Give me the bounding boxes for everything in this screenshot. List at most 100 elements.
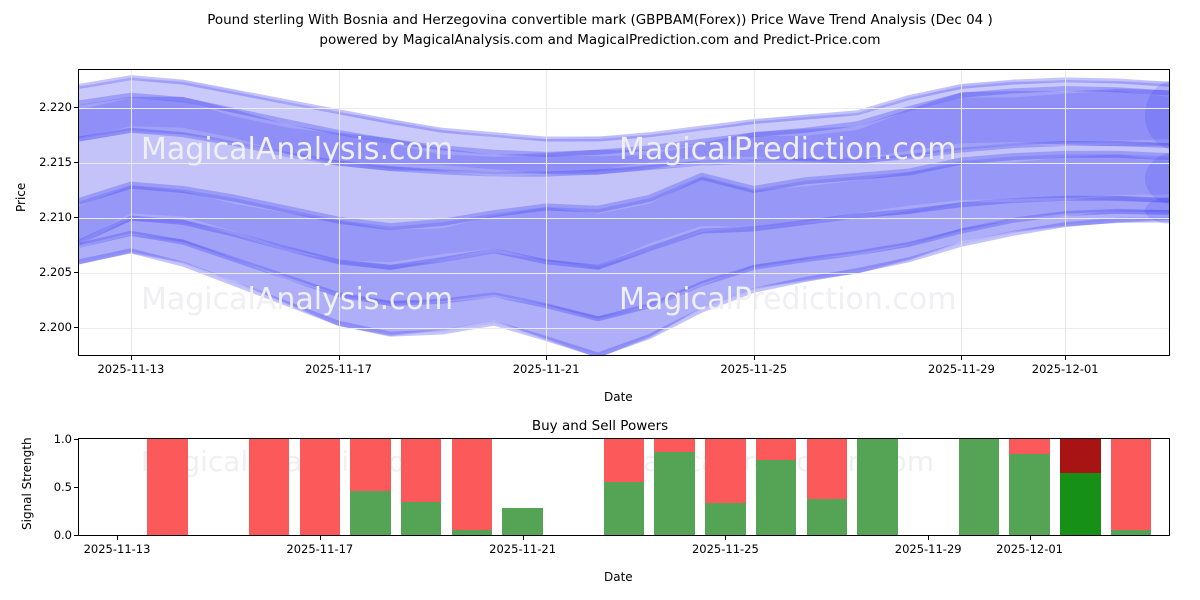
signal-bar bbox=[857, 439, 898, 535]
price-x-tick-label: 2025-11-17 bbox=[305, 362, 372, 376]
price-y-tick-label: 2.205 bbox=[39, 264, 72, 279]
price-y-tick-label: 2.200 bbox=[39, 319, 72, 334]
signal-y-tick-label: 0.5 bbox=[53, 480, 72, 494]
buy-power-segment bbox=[958, 439, 1000, 535]
sell-power-segment bbox=[755, 439, 797, 461]
buy-power-segment bbox=[451, 530, 493, 535]
price-gridline-v bbox=[961, 70, 963, 355]
signal-bar bbox=[248, 439, 290, 535]
signal-y-tick-label: 1.0 bbox=[53, 432, 72, 446]
signal-bar bbox=[654, 439, 695, 535]
wave-band bbox=[79, 133, 1169, 271]
price-gridline-h bbox=[79, 217, 1169, 219]
signal-bar bbox=[1060, 439, 1101, 535]
signal-x-tick-mark bbox=[522, 536, 524, 540]
wave-band bbox=[79, 77, 1169, 175]
buy-power-segment bbox=[1110, 530, 1152, 535]
sell-power-segment bbox=[806, 439, 848, 499]
price-y-tick-label: 2.210 bbox=[39, 209, 72, 224]
signal-x-tick-label: 2025-11-17 bbox=[286, 542, 354, 556]
signal-bar bbox=[603, 439, 645, 535]
signal-x-tick-label: 2025-11-29 bbox=[894, 542, 962, 556]
price-y-tick-mark bbox=[74, 107, 78, 109]
page-title-line-2: powered by MagicalAnalysis.com and Magic… bbox=[319, 32, 881, 48]
signal-x-tick-label: 2025-12-01 bbox=[996, 542, 1063, 556]
wave-strand bbox=[79, 86, 1169, 157]
price-gridline-v bbox=[130, 70, 132, 355]
signal-bar bbox=[705, 439, 746, 535]
signal-bar bbox=[299, 439, 341, 535]
price-x-tick-mark bbox=[961, 356, 963, 360]
wave-strand bbox=[79, 150, 1169, 231]
price-x-tick-mark bbox=[546, 356, 548, 360]
price-x-tick-mark bbox=[1065, 356, 1067, 360]
sell-power-segment bbox=[705, 439, 746, 504]
chart-title-block: Pound sterling With Bosnia and Herzegovi… bbox=[0, 10, 1200, 50]
signal-x-tick-label: 2025-11-25 bbox=[691, 542, 759, 556]
signal-y-axis-label: Signal Strength bbox=[20, 437, 34, 530]
sell-power-segment bbox=[1110, 439, 1152, 531]
sell-power-segment bbox=[654, 439, 695, 453]
wave-strand bbox=[79, 127, 1169, 177]
buy-power-segment bbox=[603, 482, 645, 535]
wave-strand bbox=[79, 75, 1169, 142]
signal-bar bbox=[350, 439, 391, 535]
price-y-tick-mark bbox=[74, 326, 78, 328]
price-y-tick-mark bbox=[74, 271, 78, 273]
buy-power-segment bbox=[705, 503, 746, 535]
wave-end-cap bbox=[1145, 80, 1169, 149]
buy-power-segment bbox=[1060, 472, 1101, 535]
buy-power-segment bbox=[755, 460, 797, 535]
signal-y-tick-mark bbox=[74, 487, 78, 488]
price-y-axis-label: Price bbox=[14, 182, 28, 212]
sell-power-segment bbox=[147, 439, 188, 535]
price-x-tick-label: 2025-11-13 bbox=[97, 362, 165, 376]
signal-bar bbox=[1009, 439, 1050, 535]
signal-bar bbox=[502, 439, 543, 535]
sell-power-segment bbox=[400, 439, 442, 503]
signal-y-tick-mark bbox=[74, 439, 78, 440]
wave-band bbox=[79, 196, 1169, 355]
buy-power-segment bbox=[400, 502, 442, 535]
signal-bar bbox=[147, 439, 188, 535]
wave-strand bbox=[79, 195, 1169, 270]
sell-power-segment bbox=[1060, 439, 1101, 473]
signal-x-tick-label: 2025-11-13 bbox=[83, 542, 151, 556]
buy-power-segment bbox=[350, 490, 391, 535]
wave-band bbox=[79, 154, 1169, 268]
price-wave-bands bbox=[79, 75, 1169, 355]
wave-strand bbox=[79, 217, 1169, 355]
page-title-line-1: Pound sterling With Bosnia and Herzegovi… bbox=[207, 12, 993, 28]
signal-bar bbox=[806, 439, 848, 535]
price-wave-chart-panel: MagicalAnalysis.com MagicalPrediction.co… bbox=[78, 69, 1170, 356]
price-x-tick-mark bbox=[338, 356, 340, 360]
buy-power-segment bbox=[806, 498, 848, 535]
signal-chart-title: Buy and Sell Powers bbox=[531, 418, 669, 434]
sell-power-segment bbox=[299, 439, 341, 535]
wave-band bbox=[79, 198, 1169, 319]
wave-band bbox=[79, 90, 1169, 173]
signal-y-tick-mark bbox=[74, 535, 78, 536]
price-y-tick-mark bbox=[74, 162, 78, 164]
signal-x-tick-label: 2025-11-21 bbox=[489, 542, 557, 556]
price-gridline-v bbox=[1065, 70, 1067, 355]
signal-x-tick-mark bbox=[725, 536, 727, 540]
price-x-tick-label: 2025-12-01 bbox=[1031, 362, 1099, 376]
wave-band bbox=[79, 154, 1169, 266]
signal-x-tick-mark bbox=[928, 536, 930, 540]
buy-sell-powers-panel: MagicalAnalysis.com MagicalPrediction.co… bbox=[78, 438, 1170, 536]
price-plot-area: MagicalAnalysis.com MagicalPrediction.co… bbox=[79, 70, 1169, 355]
price-gridline-v bbox=[753, 70, 755, 355]
price-x-tick-label: 2025-11-21 bbox=[512, 362, 580, 376]
signal-x-tick-mark bbox=[319, 536, 321, 540]
buy-power-segment bbox=[502, 508, 543, 535]
signal-x-axis-label: Date bbox=[604, 570, 633, 584]
buy-power-segment bbox=[654, 452, 695, 535]
signal-bar bbox=[400, 439, 442, 535]
buy-power-segment bbox=[857, 439, 898, 535]
signal-bar bbox=[1110, 439, 1152, 535]
sell-power-segment bbox=[350, 439, 391, 491]
wave-band bbox=[79, 77, 1169, 355]
signal-bar bbox=[755, 439, 797, 535]
